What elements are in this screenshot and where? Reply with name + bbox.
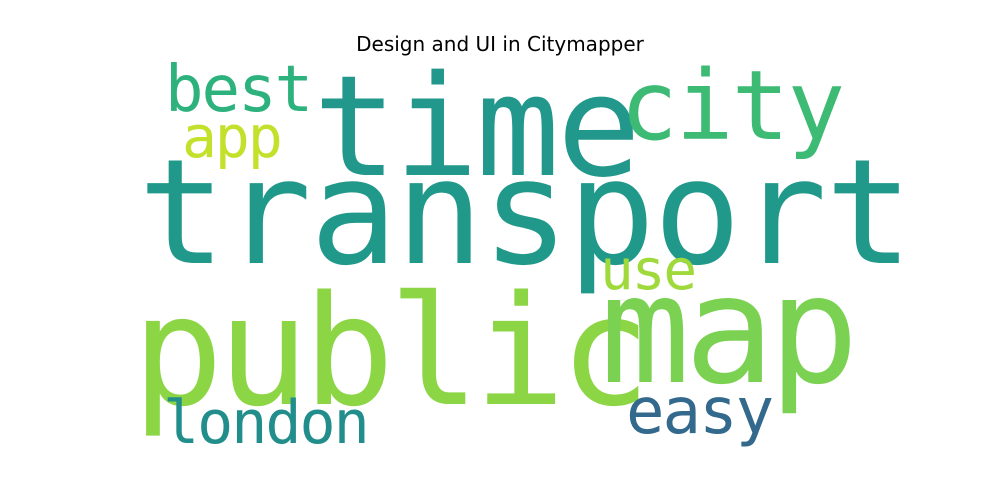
word-transport: transport (138, 128, 913, 298)
word-city: city (620, 50, 845, 162)
word-use: use (600, 238, 697, 303)
word-best: best (165, 53, 313, 127)
word-public: public (132, 263, 651, 440)
word-map: map (600, 244, 859, 418)
word-easy: easy (626, 375, 774, 449)
chart-title: Design and UI in Citymapper (356, 32, 644, 56)
word-time: time (313, 46, 641, 209)
word-london: london (163, 388, 370, 458)
word-app: app (182, 103, 283, 171)
